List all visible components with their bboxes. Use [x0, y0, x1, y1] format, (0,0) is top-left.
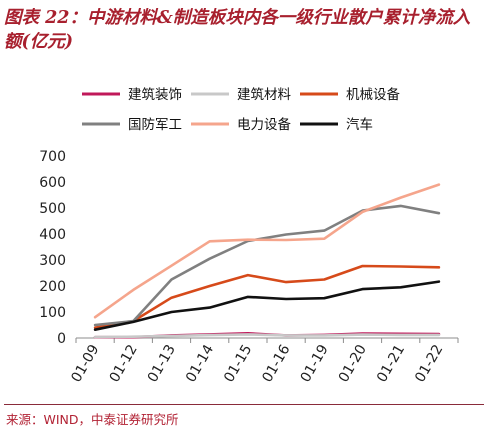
- x-tick-label: 01-15: [221, 342, 255, 385]
- x-axis: 01-09 01-12 01-13 01-14 01-15 01-16 01-19 01-20…: [68, 337, 459, 385]
- legend-item-1: 建筑装饰: [82, 87, 182, 103]
- series-line-3: [93, 264, 441, 329]
- legend-label: 机械设备: [346, 86, 400, 103]
- y-axis: 0 100 200 300 400 500 600 700: [39, 149, 66, 347]
- series-line-5: [93, 183, 441, 319]
- footer: 来源：WIND，中泰证券研究所: [0, 403, 488, 428]
- x-tick-label: 01-20: [336, 342, 370, 385]
- x-tick-label: 01-19: [298, 342, 332, 385]
- y-tick-label: 600: [39, 175, 66, 191]
- chart-title: 图表 22：中游材料&制造板块内各一级行业散户累计净流入额(亿元): [4, 8, 471, 52]
- legend-item-6: 汽车: [300, 116, 373, 133]
- series-line-6: [93, 280, 441, 332]
- x-tick-label: 01-09: [68, 342, 102, 385]
- x-tick-label: 01-16: [259, 342, 293, 385]
- legend-item-3: 机械设备: [300, 86, 400, 103]
- y-tick-label: 300: [39, 253, 66, 269]
- legend-label: 国防军工: [128, 117, 182, 133]
- source-note: 来源：WIND，中泰证券研究所: [6, 412, 179, 427]
- series-lines: [93, 183, 441, 339]
- footer-divider: [4, 404, 484, 405]
- y-tick-label: 100: [39, 305, 66, 321]
- y-tick-label: 200: [39, 279, 66, 295]
- x-tick-label: 01-12: [107, 342, 141, 385]
- x-tick-label: 01-13: [145, 342, 179, 385]
- legend-item-2: 建筑材料: [191, 87, 291, 103]
- y-tick-label: 400: [39, 227, 66, 243]
- legend-item-5: 电力设备: [191, 116, 291, 133]
- legend-label: 汽车: [346, 116, 373, 133]
- legend-label: 电力设备: [237, 116, 291, 133]
- y-tick-label: 500: [39, 201, 66, 217]
- x-tick-label: 01-14: [183, 342, 217, 385]
- legend-label: 建筑材料: [237, 87, 291, 103]
- y-tick-label: 0: [57, 331, 66, 347]
- legend-label: 建筑装饰: [128, 87, 182, 103]
- y-tick-label: 700: [39, 149, 66, 165]
- x-tick-label: 01-21: [374, 342, 408, 385]
- legend-item-4: 国防军工: [82, 117, 182, 133]
- series-line-4: [93, 204, 441, 327]
- x-tick-label: 01-22: [412, 342, 446, 385]
- series-line-2: [93, 333, 441, 339]
